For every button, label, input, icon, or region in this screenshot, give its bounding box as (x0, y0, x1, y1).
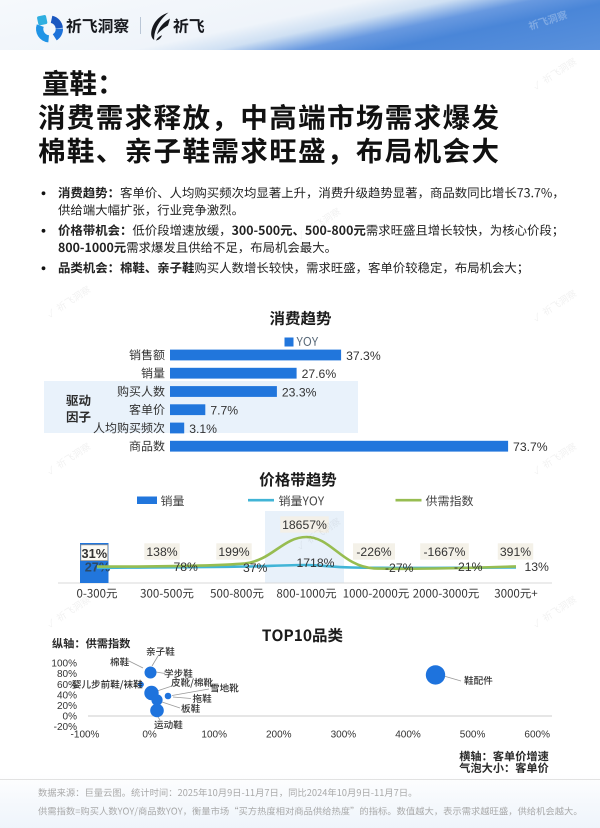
svg-text:73.7%: 73.7% (513, 440, 548, 454)
svg-text:78%: 78% (174, 560, 199, 574)
svg-text:199%: 199% (218, 545, 249, 559)
svg-text:200%: 200% (266, 730, 292, 741)
svg-text:300%: 300% (331, 730, 357, 741)
svg-text:100%: 100% (51, 659, 77, 670)
svg-text:500%: 500% (460, 730, 486, 741)
svg-text:400%: 400% (395, 730, 421, 741)
svg-text:0%: 0% (142, 730, 157, 741)
svg-text:27.6%: 27.6% (302, 367, 337, 381)
svg-text:3.1%: 3.1% (189, 422, 217, 436)
svg-text:31%: 31% (81, 546, 107, 561)
svg-text:391%: 391% (500, 545, 531, 559)
svg-text:138%: 138% (146, 545, 177, 559)
svg-text:20%: 20% (57, 701, 77, 712)
svg-text:0%: 0% (63, 712, 78, 723)
svg-text:80%: 80% (57, 669, 77, 680)
svg-text:600%: 600% (524, 730, 550, 741)
svg-text:100%: 100% (201, 730, 227, 741)
svg-text:23.3%: 23.3% (282, 385, 317, 399)
svg-text:-226%: -226% (356, 545, 391, 559)
svg-text:-27%: -27% (385, 561, 414, 575)
svg-text:37%: 37% (243, 561, 268, 575)
svg-text:-100%: -100% (71, 730, 100, 741)
svg-text:7.7%: 7.7% (210, 404, 238, 418)
svg-text:40%: 40% (57, 690, 77, 701)
svg-text:-1667%: -1667% (423, 545, 465, 559)
svg-text:37.3%: 37.3% (346, 349, 381, 363)
svg-text:-21%: -21% (454, 560, 483, 574)
svg-text:60%: 60% (57, 680, 77, 691)
svg-text:13%: 13% (525, 560, 550, 574)
svg-text:-20%: -20% (54, 722, 77, 733)
svg-text:18657%: 18657% (282, 518, 327, 532)
svg-text:1718%: 1718% (297, 556, 335, 570)
